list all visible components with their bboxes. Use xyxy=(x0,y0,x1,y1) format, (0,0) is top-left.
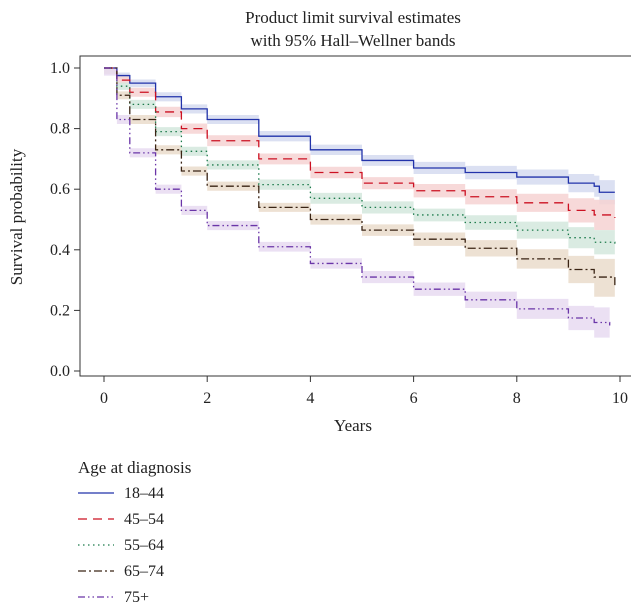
y-tick-label: 0.6 xyxy=(50,181,70,198)
x-tick-label: 8 xyxy=(513,390,521,407)
y-axis-label: Survival probability xyxy=(7,148,26,285)
x-tick-label: 4 xyxy=(306,390,314,407)
survival-curve-18-44 xyxy=(104,67,615,193)
legend-label-75: 75+ xyxy=(124,589,149,606)
y-tick-label: 1.0 xyxy=(50,60,70,77)
confidence-band-45-54 xyxy=(104,68,615,235)
confidence-band-75 xyxy=(104,68,610,344)
y-axis: 0.0 0.2 0.4 0.6 0.8 1.0 xyxy=(50,60,80,380)
legend-label-65-74: 65–74 xyxy=(124,563,164,580)
x-tick-label: 6 xyxy=(410,390,418,407)
chart-title-line-2: with 95% Hall–Wellner bands xyxy=(251,31,456,50)
legend-label-45-54: 45–54 xyxy=(124,511,164,528)
legend-label-55-64: 55–64 xyxy=(124,537,164,554)
y-tick-label: 0.2 xyxy=(50,302,70,319)
confidence-band-18-44 xyxy=(104,68,615,205)
plot-frame xyxy=(79,55,631,377)
legend-label-18-44: 18–44 xyxy=(124,485,164,502)
x-tick-label: 0 xyxy=(100,390,108,407)
survival-curve-45-54 xyxy=(104,67,616,218)
y-tick-label: 0.0 xyxy=(50,363,70,380)
x-axis-label: Years xyxy=(334,416,372,435)
legend-title: Age at diagnosis xyxy=(78,458,191,477)
chart-title-line-1: Product limit survival estimates xyxy=(245,8,461,27)
survival-curve-65-74 xyxy=(104,67,616,287)
legend: 18–44 45–54 55–64 65–74 75+ xyxy=(78,485,164,606)
plot-area xyxy=(104,67,616,344)
x-tick-label: 2 xyxy=(203,390,211,407)
y-tick-label: 0.4 xyxy=(50,242,70,259)
survival-curve-75 xyxy=(104,67,611,326)
x-axis: 0 2 4 6 8 10 xyxy=(100,376,628,407)
y-tick-label: 0.8 xyxy=(50,121,70,138)
x-tick-label: 10 xyxy=(612,390,628,407)
